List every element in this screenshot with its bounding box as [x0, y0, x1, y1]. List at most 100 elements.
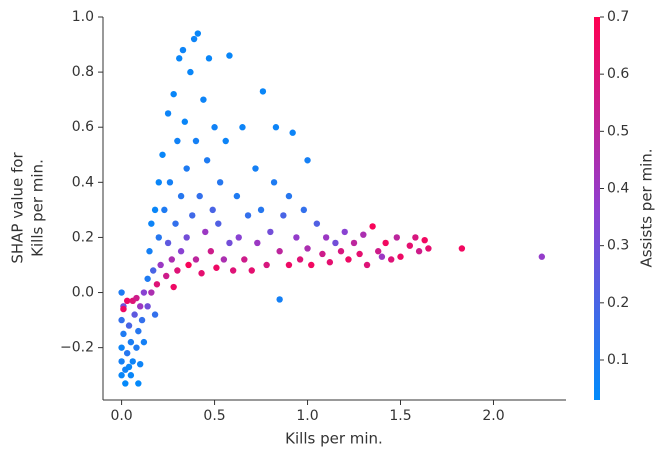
y-tick-label: 0.0	[72, 285, 94, 301]
point	[177, 248, 185, 255]
point	[207, 248, 215, 255]
point	[127, 338, 135, 346]
point	[183, 234, 190, 241]
y-tick-label: 1.0	[72, 9, 94, 25]
point	[155, 234, 162, 241]
point	[118, 289, 125, 296]
point	[276, 248, 283, 255]
point	[118, 316, 125, 324]
point	[244, 212, 252, 219]
x-axis-label: Kills per min.	[285, 430, 383, 448]
point	[148, 220, 155, 227]
x-tick-label: 0.5	[203, 408, 225, 424]
point	[458, 245, 466, 252]
point	[144, 303, 151, 310]
point	[118, 358, 125, 365]
point	[248, 267, 255, 274]
point	[304, 157, 311, 164]
point	[209, 206, 216, 214]
point	[337, 248, 345, 255]
point	[198, 270, 205, 277]
point	[174, 137, 181, 145]
point	[229, 267, 237, 274]
point	[369, 223, 376, 230]
point	[176, 55, 183, 62]
point	[133, 344, 140, 351]
point	[213, 264, 220, 271]
point	[190, 35, 198, 43]
point	[202, 228, 209, 236]
y-tick-label: 0.2	[72, 229, 94, 245]
point	[259, 88, 267, 95]
point	[183, 165, 190, 172]
x-tick-label: 1.0	[296, 408, 318, 424]
point	[421, 236, 428, 244]
colorbar-label: Assists per min.	[638, 148, 656, 267]
point	[122, 380, 129, 387]
point	[285, 192, 293, 200]
point	[289, 129, 296, 136]
point	[140, 338, 148, 346]
point	[263, 261, 270, 269]
point	[538, 253, 546, 260]
point	[326, 259, 334, 266]
point	[166, 179, 174, 186]
point	[155, 179, 162, 186]
point	[136, 303, 144, 310]
point	[319, 250, 326, 258]
y-tick-label: 0.6	[72, 119, 94, 135]
point	[200, 96, 207, 103]
point	[356, 250, 363, 258]
point	[226, 52, 233, 59]
point	[216, 179, 224, 186]
point	[220, 256, 228, 263]
y-tick-label: 0.4	[72, 174, 94, 190]
point	[138, 316, 146, 324]
point	[252, 165, 259, 172]
point	[189, 212, 196, 219]
x-tick-label: 0.0	[110, 408, 132, 424]
point	[192, 137, 200, 145]
point	[140, 289, 148, 296]
point	[322, 234, 330, 241]
point	[397, 253, 404, 260]
point	[168, 256, 175, 263]
point	[215, 220, 222, 227]
point	[304, 245, 311, 252]
point	[345, 256, 352, 263]
point	[150, 267, 157, 274]
point	[179, 46, 187, 54]
point	[350, 239, 358, 247]
point	[123, 297, 131, 305]
point	[120, 330, 127, 338]
point	[211, 124, 218, 131]
point	[378, 253, 386, 260]
point	[226, 239, 233, 247]
point	[136, 360, 144, 368]
point	[412, 234, 419, 241]
point	[161, 206, 168, 214]
point	[272, 124, 280, 131]
point	[360, 231, 367, 238]
point	[203, 157, 211, 164]
point	[406, 242, 414, 249]
point	[194, 30, 202, 37]
point	[235, 234, 242, 241]
point	[135, 380, 142, 387]
point	[196, 192, 203, 200]
point	[151, 311, 159, 318]
point	[233, 192, 241, 200]
point	[267, 228, 274, 236]
point	[313, 220, 321, 227]
x-tick-label: 2.0	[482, 408, 504, 424]
point	[285, 261, 293, 269]
colorbar-tick-label: 0.2	[607, 295, 629, 311]
point	[118, 344, 125, 351]
point	[388, 256, 395, 263]
point	[363, 261, 371, 269]
point	[131, 311, 138, 318]
point	[172, 220, 179, 227]
point	[425, 245, 432, 252]
x-tick-label: 1.5	[389, 408, 411, 424]
